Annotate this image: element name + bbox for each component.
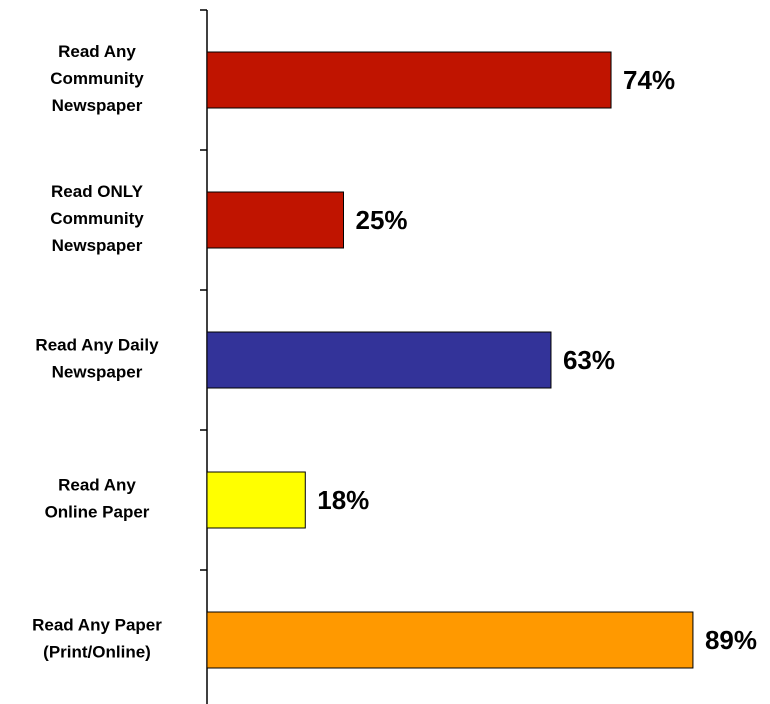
- bar: [206, 611, 694, 669]
- value-label: 18%: [317, 485, 369, 515]
- value-label: 74%: [623, 65, 675, 95]
- value-label: 63%: [563, 345, 615, 375]
- bar: [206, 331, 552, 389]
- category-label: Read ONLY Community Newspaper: [50, 182, 144, 255]
- bar: [206, 51, 612, 109]
- category-label: Read Any Daily Newspaper: [35, 336, 159, 382]
- category-label: Read Any Paper (Print/Online): [32, 616, 162, 662]
- bar: [206, 191, 344, 249]
- bar: [206, 471, 306, 529]
- category-label: Read Any Online Paper: [45, 476, 150, 522]
- value-label: 89%: [705, 625, 757, 655]
- category-label: Read Any Community Newspaper: [50, 42, 144, 115]
- value-label: 25%: [356, 205, 408, 235]
